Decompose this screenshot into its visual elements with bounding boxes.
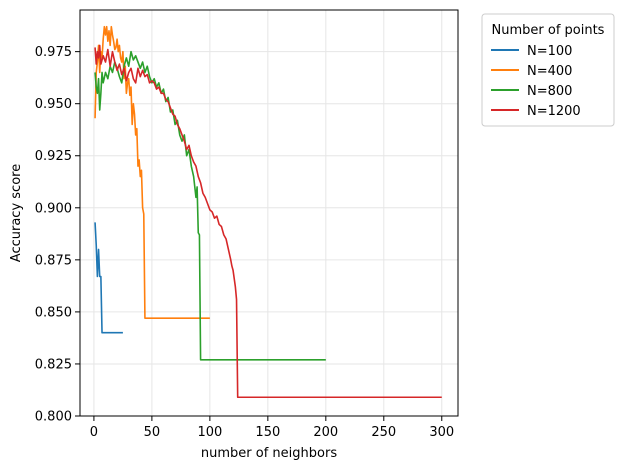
y-tick-label: 0.900 <box>35 201 72 216</box>
x-tick-label: 150 <box>255 425 280 440</box>
y-tick-label: 0.800 <box>35 410 72 425</box>
series-line-n-100 <box>94 222 123 334</box>
legend-entry-label: N=1200 <box>527 104 581 119</box>
legend-box <box>481 13 615 127</box>
y-tick-label: 0.950 <box>35 97 72 112</box>
y-tick-label: 0.875 <box>35 253 72 268</box>
y-tick-label: 0.850 <box>35 305 72 320</box>
legend-entry-label: N=400 <box>527 64 572 79</box>
series-layer <box>94 25 442 399</box>
series-line-n-1200 <box>94 44 442 399</box>
plot-frame <box>79 9 459 417</box>
series-line-n-800 <box>94 50 326 361</box>
x-tick-label: 200 <box>313 425 338 440</box>
legend-title: Number of points <box>492 23 605 38</box>
y-axis-label: Accuracy score <box>9 164 24 262</box>
y-tick-label: 0.925 <box>35 149 72 164</box>
series-line-n-400 <box>94 25 210 319</box>
y-tick-label: 0.975 <box>35 45 72 60</box>
x-tick-label: 0 <box>90 425 98 440</box>
legend-entry-label: N=800 <box>527 84 572 99</box>
x-tick-label: 100 <box>197 425 222 440</box>
legend: Number of points N=100 N=400 N=800 N=1200 <box>481 13 615 127</box>
x-tick-label: 50 <box>144 425 161 440</box>
y-axis-ticks: 0.800 0.825 0.850 0.875 0.900 0.925 0.950 0.975 <box>35 45 80 425</box>
x-axis-label: number of neighbors <box>201 446 337 461</box>
grid <box>80 10 458 417</box>
y-tick-label: 0.825 <box>35 357 72 372</box>
legend-entries: N=100 N=400 N=800 N=1200 <box>491 44 581 119</box>
x-axis-ticks: 0 50 100 150 200 250 300 <box>90 416 454 440</box>
x-tick-label: 300 <box>429 425 454 440</box>
legend-entry-label: N=100 <box>527 44 572 59</box>
x-tick-label: 250 <box>371 425 396 440</box>
